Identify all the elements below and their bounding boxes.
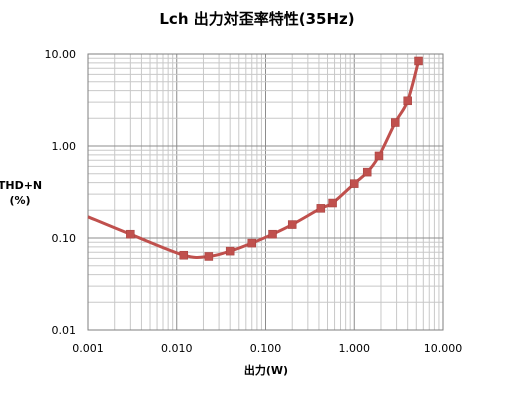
data-point bbox=[179, 250, 189, 260]
data-point bbox=[414, 56, 423, 66]
data-point bbox=[287, 220, 297, 229]
data-point bbox=[316, 204, 326, 213]
data-series bbox=[87, 56, 423, 261]
y-tick-label: 0.10 bbox=[52, 232, 77, 245]
data-point bbox=[350, 179, 359, 188]
series-line bbox=[87, 60, 420, 259]
plot-area-border bbox=[87, 53, 444, 331]
y-axis-label: THD+N (%) bbox=[0, 179, 42, 207]
x-tick-label: 0.010 bbox=[161, 342, 193, 355]
x-tick-label: 0.100 bbox=[250, 342, 282, 355]
y-axis-ticks: 0.01 0.10 1.00 10.00 bbox=[45, 48, 77, 337]
data-point bbox=[328, 198, 337, 208]
y-axis-label-line1: THD+N bbox=[0, 179, 42, 192]
data-point bbox=[225, 246, 235, 256]
y-tick-label: 10.00 bbox=[45, 48, 77, 61]
chart-title: Lch 出力対歪率特性(35Hz) bbox=[159, 10, 354, 28]
data-point bbox=[268, 229, 277, 239]
y-tick-label: 0.01 bbox=[52, 324, 77, 337]
grid-lines bbox=[87, 54, 443, 331]
data-point bbox=[391, 118, 400, 127]
data-point bbox=[204, 252, 214, 261]
data-point bbox=[374, 151, 384, 161]
x-tick-label: 0.001 bbox=[72, 342, 104, 355]
data-point bbox=[126, 229, 135, 239]
y-tick-label: 1.00 bbox=[52, 140, 77, 153]
x-tick-label: 10.000 bbox=[424, 342, 463, 355]
data-point bbox=[247, 238, 257, 248]
x-tick-label: 1.000 bbox=[339, 342, 371, 355]
x-axis-label: 出力(W) bbox=[244, 363, 288, 377]
data-point bbox=[362, 167, 372, 177]
y-axis-label-line2: (%) bbox=[9, 194, 30, 207]
data-point bbox=[403, 96, 412, 106]
x-axis-ticks: 0.001 0.010 0.100 1.000 10.000 bbox=[72, 342, 462, 355]
